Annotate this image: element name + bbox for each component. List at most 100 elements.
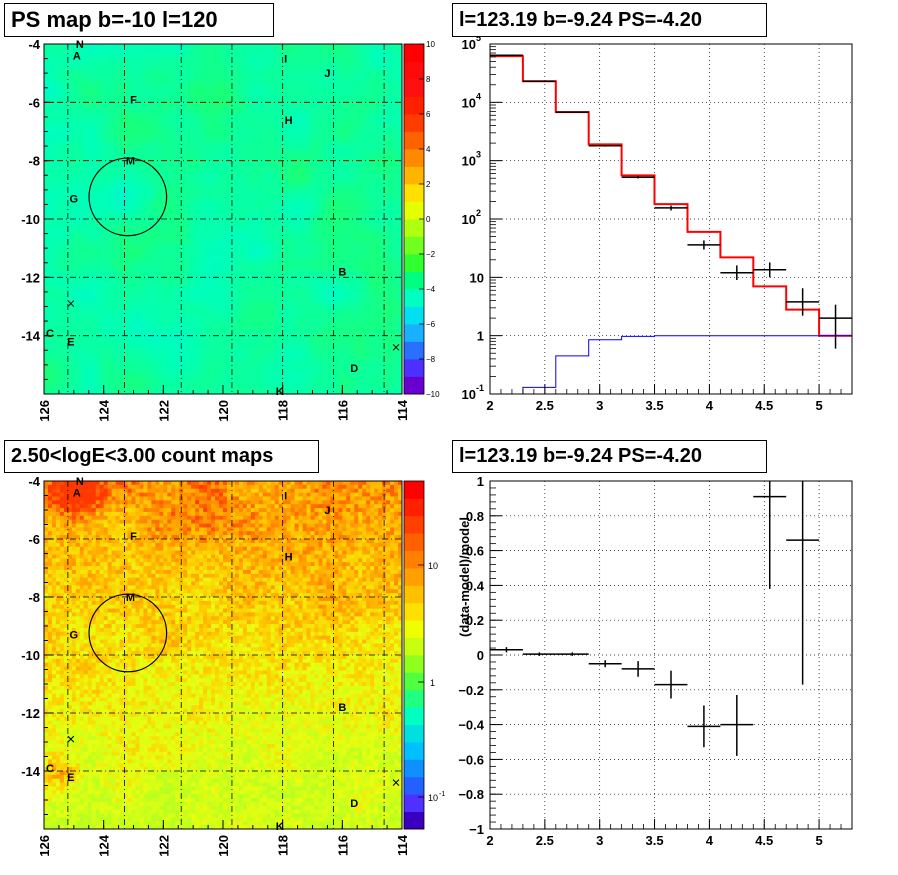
map-pixel: [378, 49, 385, 57]
map-pixel: [115, 289, 123, 296]
map-pixel: [59, 720, 65, 726]
map-pixel: [252, 160, 260, 168]
map-pixel: [97, 370, 105, 378]
map-pixel: [366, 73, 373, 80]
map-pixel: [336, 154, 343, 162]
map-pixel: [228, 347, 236, 354]
map-pixel: [372, 335, 379, 343]
map-pixel: [127, 300, 135, 308]
map-pixel: [47, 763, 53, 768]
map-pixel: [55, 364, 63, 372]
map-pixel: [163, 224, 170, 232]
map-pixel: [288, 137, 296, 144]
map-pixel: [73, 90, 81, 98]
map-pixel: [187, 347, 194, 354]
map-pixel: [73, 341, 81, 348]
map-pixel: [95, 709, 101, 714]
map-pixel: [95, 496, 101, 501]
map-pixel: [258, 166, 266, 173]
map-pixel: [264, 370, 272, 378]
map-pixel: [252, 119, 260, 127]
map-pixel: [85, 248, 93, 255]
map-pixel: [47, 809, 53, 815]
source-label: E: [67, 337, 74, 349]
map-pixel: [360, 119, 367, 127]
map-pixel: [336, 364, 343, 372]
map-pixel: [384, 172, 391, 179]
map-pixel: [336, 306, 343, 313]
map-pixel: [294, 248, 302, 255]
map-pixel: [270, 201, 278, 208]
map-pixel: [63, 713, 69, 718]
map-pixel: [49, 166, 57, 173]
map-pixel: [115, 359, 123, 366]
map-pixel: [187, 294, 194, 302]
map-pixel: [71, 604, 77, 610]
map-pixel: [258, 108, 266, 115]
map-pixel: [55, 300, 63, 308]
map-pixel: [47, 519, 53, 525]
map-pixel: [276, 90, 284, 98]
map-pixel: [378, 294, 385, 302]
map-pixel: [79, 515, 85, 521]
map-pixel: [83, 620, 89, 625]
map-pixel: [97, 219, 105, 226]
map-pixel: [205, 79, 212, 86]
map-pixel: [169, 224, 176, 232]
map-pixel: [282, 108, 290, 115]
map-pixel: [276, 254, 284, 261]
map-pixel: [47, 751, 53, 757]
map-pixel: [372, 364, 379, 372]
map-pixel: [336, 300, 343, 308]
map-pixel: [67, 207, 75, 214]
map-pixel: [87, 790, 93, 795]
map-pixel: [354, 341, 361, 348]
map-pixel: [67, 573, 73, 579]
map-pixel: [342, 259, 349, 267]
map-pixel: [240, 44, 248, 51]
map-pixel: [223, 55, 230, 63]
map-pixel: [139, 79, 147, 86]
map-pixel: [252, 195, 260, 203]
map-pixel: [199, 376, 206, 383]
map-pixel: [223, 79, 230, 86]
map-pixel: [360, 224, 367, 232]
map-pixel: [306, 119, 314, 127]
map-pixel: [44, 782, 49, 788]
map-pixel: [270, 149, 278, 156]
map-pixel: [87, 713, 93, 718]
map-pixel: [55, 511, 61, 517]
map-pixel: [115, 172, 123, 179]
map-pixel: [163, 376, 170, 383]
map-pixel: [55, 523, 61, 528]
map-pixel: [91, 353, 99, 360]
map-pixel: [51, 504, 57, 509]
map-pixel: [163, 265, 170, 273]
map-pixel: [217, 84, 224, 92]
map-pixel: [95, 508, 101, 513]
map-pixel: [270, 306, 278, 313]
map-pixel: [354, 96, 361, 103]
map-pixel: [163, 201, 170, 208]
map-pixel: [396, 376, 402, 383]
map-pixel: [211, 236, 218, 243]
map-pixel: [103, 189, 111, 197]
map-pixel: [372, 137, 379, 144]
map-pixel: [51, 689, 57, 695]
map-pixel: [75, 813, 81, 818]
map-pixel: [175, 213, 182, 220]
map-pixel: [75, 709, 81, 714]
map-pixel: [234, 230, 242, 238]
map-pixel: [59, 539, 65, 544]
map-pixel: [372, 102, 379, 109]
map-pixel: [59, 809, 65, 815]
map-pixel: [169, 79, 176, 86]
map-pixel: [312, 382, 320, 389]
map-pixel: [252, 289, 260, 296]
map-pixel: [181, 306, 188, 313]
map-pixel: [47, 550, 53, 556]
map-pixel: [342, 55, 349, 63]
map-pixel: [51, 716, 57, 722]
map-pixel: [211, 347, 218, 354]
map-pixel: [366, 79, 373, 86]
